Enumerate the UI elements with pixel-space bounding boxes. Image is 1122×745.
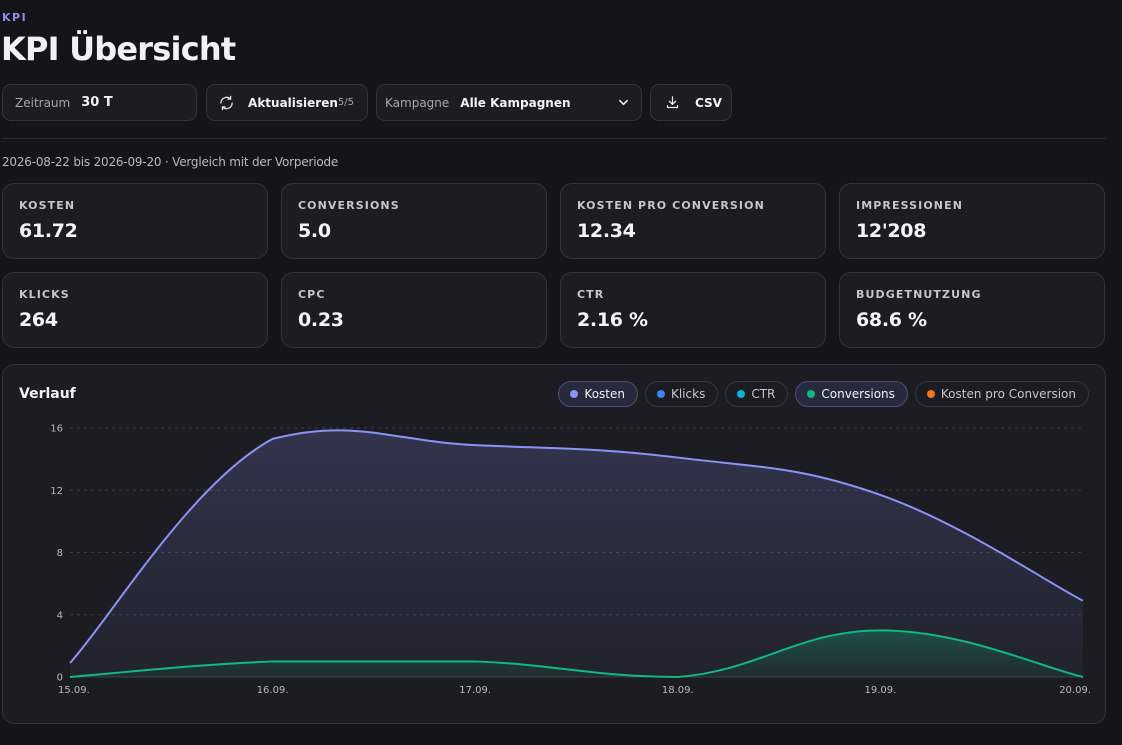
x-tick-label: 17.09. bbox=[459, 685, 491, 696]
series-toggle-kosten[interactable]: Kosten bbox=[558, 381, 638, 407]
series-toggle-label: Conversions bbox=[821, 387, 895, 401]
x-tick-label: 18.09. bbox=[662, 685, 694, 696]
series-dot bbox=[570, 390, 579, 398]
refresh-count: 5/5 bbox=[337, 97, 354, 108]
kpi-label: KOSTEN PRO CONVERSION bbox=[577, 199, 765, 212]
series-dot bbox=[807, 390, 816, 398]
kpi-label: CTR bbox=[577, 288, 605, 301]
kpi-card-clicks: KLICKS 264 bbox=[2, 272, 268, 348]
page-title: KPI Übersicht bbox=[1, 30, 236, 68]
csv-export-button[interactable]: CSV bbox=[650, 84, 732, 121]
refresh-label: Aktualisieren bbox=[248, 95, 338, 110]
period-info: 2026-08-22 bis 2026-09-20 · Vergleich mi… bbox=[2, 155, 339, 169]
series-toggles: Kosten Klicks CTR Conversions Kosten pro… bbox=[558, 381, 1089, 407]
series-toggle-ctr[interactable]: CTR bbox=[725, 381, 789, 407]
x-tick-label: 19.09. bbox=[864, 685, 896, 696]
page-eyebrow: KPI bbox=[2, 11, 28, 24]
series-dot bbox=[926, 390, 935, 398]
kpi-value: 12'208 bbox=[856, 220, 927, 242]
series-area-kosten bbox=[70, 430, 1083, 677]
kpi-card-budget-usage: BUDGETNUTZUNG 68.6 % bbox=[839, 272, 1105, 348]
campaign-value: Alle Kampagnen bbox=[460, 95, 571, 110]
series-dot bbox=[656, 390, 665, 398]
kpi-card-cpc: CPC 0.23 bbox=[281, 272, 547, 348]
trend-chart-card: 0 4 8 12 16 15.09. 16.09. 17.09. 18.09. 19.09. 20.… bbox=[2, 364, 1106, 724]
csv-label: CSV bbox=[695, 95, 722, 110]
kpi-value: 2.16 % bbox=[577, 309, 648, 331]
kpi-label: BUDGETNUTZUNG bbox=[856, 288, 982, 301]
kpi-value: 0.23 bbox=[298, 309, 344, 331]
series-toggle-cost-per-conversion[interactable]: Kosten pro Conversion bbox=[914, 381, 1089, 407]
time-range-select[interactable]: Zeitraum 30 T bbox=[2, 84, 197, 121]
refresh-icon bbox=[220, 95, 233, 110]
campaign-label: Kampagne bbox=[385, 95, 450, 110]
kpi-value: 5.0 bbox=[298, 220, 331, 242]
kpi-value: 68.6 % bbox=[856, 309, 927, 331]
kpi-card-impressions: IMPRESSIONEN 12'208 bbox=[839, 183, 1105, 259]
series-toggle-label: Klicks bbox=[670, 387, 706, 401]
refresh-button[interactable]: Aktualisieren 5/5 bbox=[206, 84, 368, 121]
chart-title: Verlauf bbox=[19, 386, 76, 402]
kpi-label: KLICKS bbox=[19, 288, 70, 301]
kpi-card-conversions: CONVERSIONS 5.0 bbox=[281, 183, 547, 259]
kpi-value: 264 bbox=[19, 309, 58, 331]
series-toggle-label: Kosten pro Conversion bbox=[940, 387, 1076, 401]
series-dot bbox=[737, 390, 746, 398]
time-range-value: 30 T bbox=[81, 95, 113, 110]
y-tick-label: 16 bbox=[50, 424, 63, 435]
y-tick-label: 12 bbox=[50, 486, 63, 497]
y-tick-label: 8 bbox=[57, 548, 63, 559]
y-tick-label: 4 bbox=[57, 610, 63, 621]
kpi-label: CPC bbox=[298, 288, 326, 301]
chevron-down-icon bbox=[619, 99, 628, 106]
time-range-label: Zeitraum bbox=[15, 95, 71, 110]
series-area-conversions bbox=[70, 630, 1083, 677]
series-line-conversions bbox=[69, 629, 1084, 679]
kpi-label: IMPRESSIONEN bbox=[856, 199, 964, 212]
header-divider bbox=[2, 138, 1106, 139]
kpi-value: 12.34 bbox=[577, 220, 636, 242]
y-tick-label: 0 bbox=[57, 673, 63, 684]
kpi-card-ctr: CTR 2.16 % bbox=[560, 272, 826, 348]
series-toggle-klicks[interactable]: Klicks bbox=[644, 381, 719, 407]
trend-chart: 0 4 8 12 16 15.09. 16.09. 17.09. 18.09. 19.09. 20.… bbox=[50, 424, 1091, 697]
kpi-card-kosten: KOSTEN 61.72 bbox=[2, 183, 268, 259]
x-tick-label: 20.09. bbox=[1059, 685, 1091, 696]
download-icon bbox=[666, 96, 679, 109]
series-toggle-label: Kosten bbox=[584, 387, 625, 401]
series-toggle-conversions[interactable]: Conversions bbox=[795, 381, 908, 407]
campaign-select[interactable]: Kampagne Alle Kampagnen bbox=[376, 84, 642, 121]
series-toggle-label: CTR bbox=[751, 387, 776, 401]
x-tick-label: 16.09. bbox=[257, 685, 289, 696]
kpi-label: KOSTEN bbox=[19, 199, 76, 212]
series-line-kosten bbox=[69, 429, 1084, 664]
x-tick-label: 15.09. bbox=[58, 685, 90, 696]
kpi-value: 61.72 bbox=[19, 220, 78, 242]
kpi-label: CONVERSIONS bbox=[298, 199, 400, 212]
kpi-card-cost-per-conversion: KOSTEN PRO CONVERSION 12.34 bbox=[560, 183, 826, 259]
